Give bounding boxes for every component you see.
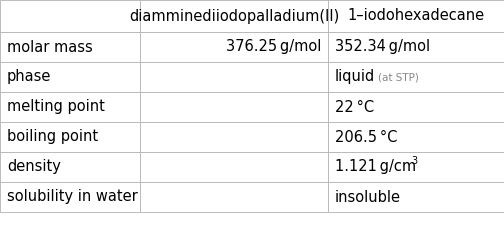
Text: 22 °C: 22 °C (335, 99, 374, 114)
Text: phase: phase (7, 70, 51, 85)
Text: 376.25 g/mol: 376.25 g/mol (226, 39, 321, 55)
Text: 3: 3 (411, 156, 417, 166)
Bar (140, 32, 328, 62)
Text: solubility in water: solubility in water (7, 189, 138, 204)
Bar (140, 122, 328, 152)
Bar (328, 32, 504, 62)
Bar (328, 182, 504, 212)
Bar (328, 92, 504, 122)
Text: liquid: liquid (335, 70, 375, 85)
Bar (328, 0, 504, 32)
Text: (at STP): (at STP) (378, 72, 419, 82)
Text: insoluble: insoluble (335, 189, 401, 204)
Text: molar mass: molar mass (7, 39, 93, 55)
Bar (140, 92, 328, 122)
Text: density: density (7, 160, 61, 175)
Bar (140, 182, 328, 212)
Bar (140, 0, 328, 32)
Bar (0, 0, 140, 32)
Text: melting point: melting point (7, 99, 105, 114)
Bar (140, 152, 328, 182)
Text: diamminediiodopalladium(II): diamminediiodopalladium(II) (129, 8, 339, 24)
Text: boiling point: boiling point (7, 129, 98, 145)
Text: 1.121 g/cm: 1.121 g/cm (335, 160, 416, 175)
Bar (328, 62, 504, 92)
Text: 206.5 °C: 206.5 °C (335, 129, 397, 145)
Bar (328, 152, 504, 182)
Text: 1–iodohexadecane: 1–iodohexadecane (347, 8, 484, 24)
Bar (0, 182, 140, 212)
Bar (0, 62, 140, 92)
Bar (328, 122, 504, 152)
Bar (0, 152, 140, 182)
Bar (140, 62, 328, 92)
Bar (0, 92, 140, 122)
Bar (0, 122, 140, 152)
Bar (0, 32, 140, 62)
Text: 352.34 g/mol: 352.34 g/mol (335, 39, 430, 55)
